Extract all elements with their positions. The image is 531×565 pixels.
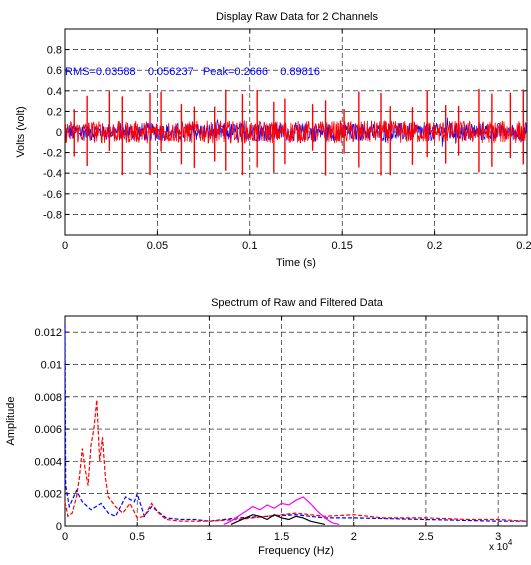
channel-1-line bbox=[64, 117, 528, 147]
spectrum-plot-area bbox=[64, 315, 528, 527]
y-tick-label: -0.6 bbox=[43, 189, 62, 201]
y-tick-label: 0.012 bbox=[34, 327, 62, 339]
x-tick-label: 0.25 bbox=[516, 240, 531, 252]
x-tick-label: 0.2 bbox=[427, 240, 442, 252]
x-tick-label: 0 bbox=[62, 531, 68, 543]
raw-plot-title: Display Raw Data for 2 Channels bbox=[216, 11, 379, 23]
spectrum-plot: Spectrum of Raw and Filtered Data 0 0.5 1 1… bbox=[5, 297, 528, 557]
y-tick-label: 0 bbox=[56, 521, 62, 533]
y-tick-label: -0.8 bbox=[43, 209, 62, 221]
spectrum-plot-ticks: 0 0.5 1 1.5 2 2.5 3 0 0.002 0.004 0.006 0.008 0.01 0.… bbox=[34, 316, 527, 543]
y-tick-label: -0.4 bbox=[43, 168, 62, 180]
y-tick-label: 0.006 bbox=[34, 424, 62, 436]
raw-plot-ylabel: Volts (volt) bbox=[15, 106, 27, 157]
x-tick-label: 2.5 bbox=[418, 531, 433, 543]
y-tick-label: 0.004 bbox=[34, 456, 62, 468]
spectrum-plot-grid bbox=[65, 316, 527, 526]
spectrum-series-line bbox=[223, 496, 340, 525]
x-tick-label: 2 bbox=[351, 531, 357, 543]
x-tick-label: 1.5 bbox=[274, 531, 289, 543]
spectrum-series-line bbox=[64, 324, 527, 522]
y-tick-label: 0.002 bbox=[34, 489, 62, 501]
x-tick-label: 1 bbox=[206, 531, 212, 543]
y-tick-label: 0.8 bbox=[47, 45, 62, 57]
y-tick-label: -0.2 bbox=[43, 148, 62, 160]
spectrum-plot-title: Spectrum of Raw and Filtered Data bbox=[211, 297, 384, 309]
y-tick-label: 0.4 bbox=[47, 86, 62, 98]
x-tick-label: 3 bbox=[495, 531, 501, 543]
y-tick-label: 0.01 bbox=[41, 359, 62, 371]
spectrum-plot-ylabel: Amplitude bbox=[5, 397, 17, 446]
y-tick-label: 0.008 bbox=[34, 392, 62, 404]
raw-data-plot: Display Raw Data for 2 Channels 0 0.05 0.1… bbox=[15, 11, 531, 269]
channel-2-line bbox=[64, 120, 528, 145]
raw-rms-annotation: RMS=0.03588 0.056237 Peak=0.2666 0.89816 bbox=[65, 66, 320, 78]
x-tick-label: 0.5 bbox=[130, 531, 145, 543]
x-tick-label: 0.05 bbox=[147, 240, 168, 252]
raw-plot-ticks: 0 0.05 0.1 0.15 0.2 0.25 -0.8 -0.6 -0.4 -0.2 0 0.2 0… bbox=[43, 29, 531, 252]
spectrum-plot-xlabel: Frequency (Hz) bbox=[258, 545, 334, 557]
y-tick-label: 0 bbox=[56, 127, 62, 139]
x-tick-label: 0.15 bbox=[331, 240, 352, 252]
spectrum-x-multiplier: x 104 bbox=[489, 538, 513, 553]
x-tick-label: 0 bbox=[62, 240, 68, 252]
spectrum-series-line bbox=[64, 399, 528, 522]
spectrum-plot-series bbox=[64, 324, 528, 525]
y-tick-label: 0.6 bbox=[47, 65, 62, 77]
y-tick-label: 0.2 bbox=[47, 106, 62, 118]
raw-plot-series bbox=[64, 88, 528, 176]
raw-plot-xlabel: Time (s) bbox=[276, 257, 316, 269]
spectrum-series-line bbox=[230, 514, 326, 525]
x-tick-label: 0.1 bbox=[242, 240, 257, 252]
